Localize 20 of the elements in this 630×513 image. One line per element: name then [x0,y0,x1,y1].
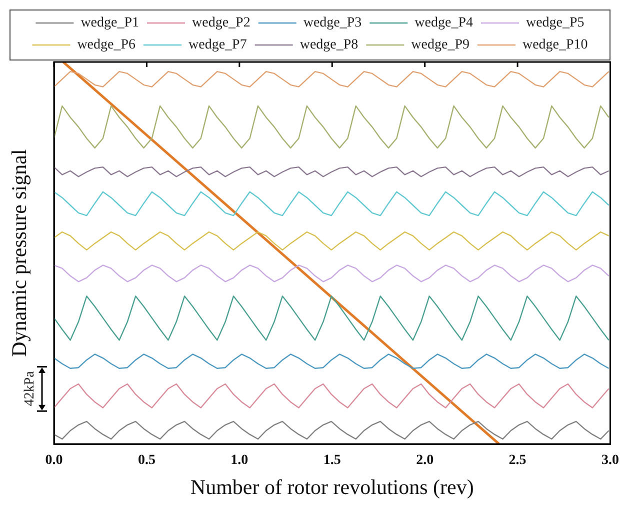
y-axis-title: Dynamic pressure signal [7,149,32,357]
legend-label: wedge_P1 [80,16,140,31]
text: 42kPa [22,370,38,406]
legend-label: wedge_P7 [188,38,247,53]
x-tick-label: 2.5 [508,453,526,468]
legend-label: wedge_P4 [414,16,473,31]
legend-label: wedge_P10 [522,38,588,53]
x-tick-label: 0.5 [138,453,156,468]
legend-label: wedge_P2 [192,16,250,31]
legend-label: wedge_P6 [77,38,136,53]
legend-label: wedge_P3 [303,16,362,31]
x-tick-label: 0.0 [45,453,63,468]
legend-label: wedge_P9 [411,38,470,53]
x-axis-title: Number of rotor revolutions (rev) [190,474,474,499]
x-tick-label: 1.5 [323,453,341,468]
legend-label: wedge_P8 [300,38,358,53]
x-tick-label: 1.0 [230,453,248,468]
x-tick-label: 2.0 [416,453,434,468]
x-tick-label: 3.0 [602,453,619,468]
legend-label: wedge_P5 [526,16,584,31]
